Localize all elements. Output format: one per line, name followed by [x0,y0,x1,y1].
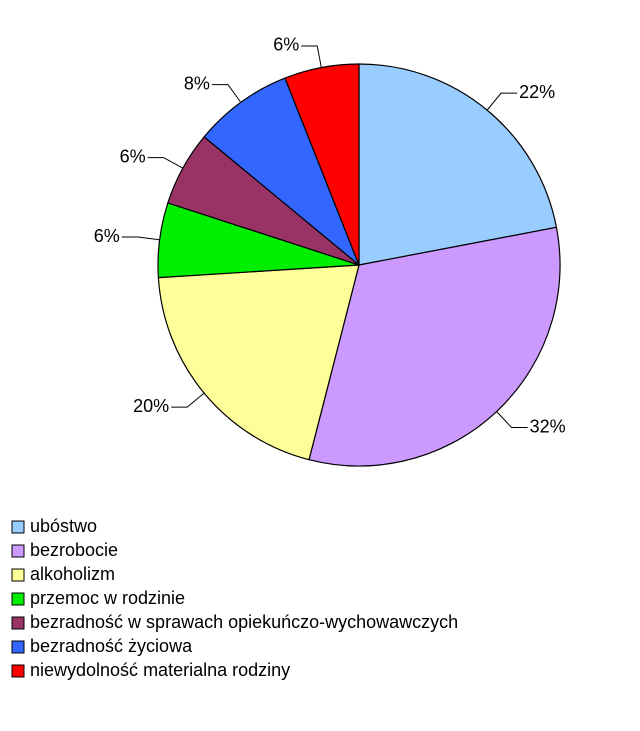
legend-label: alkoholizm [30,564,115,584]
data-label: 32% [530,416,566,436]
legend-label: bezradność w sprawach opiekuńczo-wychowa… [30,612,458,632]
legend-swatch [11,664,25,678]
pie-slice [308,226,561,467]
pie-slice [157,264,360,461]
leader-line [496,411,528,429]
data-label: 22% [519,82,555,102]
leader-line [121,236,160,241]
leader-line [301,45,322,68]
data-label: 20% [133,396,169,416]
leader-line [486,92,518,111]
legend-label: bezrobocie [30,540,118,560]
legend-swatch [11,640,25,654]
legend-label: niewydolność materialna rodziny [30,660,290,680]
legend-label: ubóstwo [30,516,97,536]
leader-line [211,84,242,103]
leader-line [147,157,184,169]
legend-swatch [11,592,25,606]
legend-label: bezradność życiowa [30,636,193,656]
legend-swatch [11,616,25,630]
data-label: 8% [184,73,210,93]
data-label: 6% [120,146,146,166]
legend-swatch [11,520,25,534]
legend-swatch [11,544,25,558]
legend-label: przemoc w rodzinie [30,588,185,608]
pie-slice [284,63,360,266]
pie-slice [203,77,360,266]
data-label: 6% [94,226,120,246]
legend-swatch [11,568,25,582]
data-label: 6% [273,35,299,55]
leader-line [171,392,205,408]
